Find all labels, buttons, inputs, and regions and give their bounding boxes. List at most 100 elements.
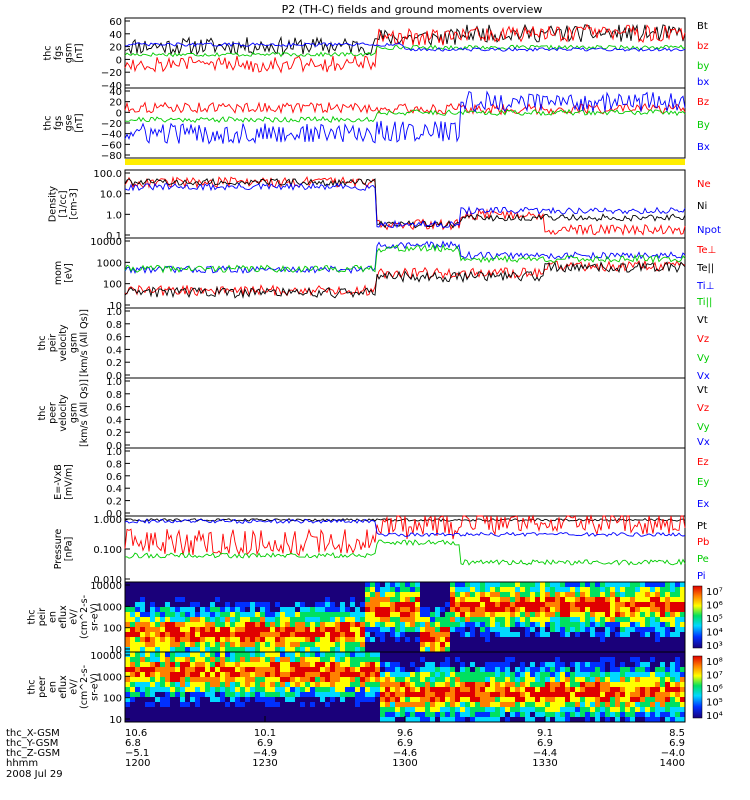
heatmap-cell xyxy=(225,592,231,598)
heatmap-cell xyxy=(345,647,351,653)
heatmap-cell xyxy=(280,627,286,633)
heatmap-cell xyxy=(140,697,146,703)
heatmap-cell xyxy=(415,617,421,623)
heatmap-cell xyxy=(150,627,156,633)
heatmap-cell xyxy=(310,602,316,608)
heatmap-cell xyxy=(385,692,391,698)
heatmap-cell xyxy=(365,617,371,623)
heatmap-cell xyxy=(395,667,401,673)
y-tick-label: 1.0 xyxy=(106,447,122,458)
heatmap-cell xyxy=(135,627,141,633)
heatmap-cell xyxy=(305,637,311,643)
heatmap-cell xyxy=(290,587,296,593)
heatmap-cell xyxy=(210,687,216,693)
heatmap-cell xyxy=(635,692,641,698)
heatmap-cell xyxy=(625,662,631,668)
heatmap-cell xyxy=(425,717,431,723)
heatmap-cell xyxy=(275,687,281,693)
heatmap-cell xyxy=(180,697,186,703)
heatmap-cell xyxy=(245,717,251,723)
heatmap-cell xyxy=(350,612,356,618)
heatmap-cell xyxy=(670,612,676,618)
heatmap-cell xyxy=(460,582,466,588)
heatmap-cell xyxy=(200,677,206,683)
heatmap-cell xyxy=(660,632,666,638)
heatmap-cell xyxy=(450,702,456,708)
heatmap-cell xyxy=(270,682,276,688)
heatmap-cell xyxy=(620,617,626,623)
heatmap-cell xyxy=(420,687,426,693)
heatmap-cell xyxy=(345,592,351,598)
heatmap-cell xyxy=(645,647,651,653)
heatmap-cell xyxy=(300,647,306,653)
heatmap-cell xyxy=(325,622,331,628)
heatmap-cell xyxy=(350,672,356,678)
heatmap-cell xyxy=(240,597,246,603)
heatmap-cell xyxy=(310,657,316,663)
heatmap-cell xyxy=(420,717,426,723)
y-axis-label: peer xyxy=(48,402,59,424)
heatmap-cell xyxy=(200,627,206,633)
heatmap-cell xyxy=(295,662,301,668)
heatmap-cell xyxy=(130,642,136,648)
heatmap-cell xyxy=(360,647,366,653)
heatmap-cell xyxy=(430,612,436,618)
heatmap-cell xyxy=(255,592,261,598)
heatmap-cell xyxy=(470,692,476,698)
heatmap-cell xyxy=(125,647,131,653)
heatmap-cell xyxy=(370,707,376,713)
heatmap-cell xyxy=(450,617,456,623)
heatmap-cell xyxy=(200,617,206,623)
heatmap-cell xyxy=(665,682,671,688)
y-tick-label: 10000 xyxy=(90,581,122,592)
heatmap-cell xyxy=(360,692,366,698)
heatmap-cell xyxy=(565,692,571,698)
heatmap-cell xyxy=(615,687,621,693)
heatmap-cell xyxy=(400,657,406,663)
heatmap-cell xyxy=(470,702,476,708)
heatmap-cell xyxy=(235,662,241,668)
heatmap-cell xyxy=(440,702,446,708)
heatmap-cell xyxy=(245,647,251,653)
heatmap-cell xyxy=(130,667,136,673)
heatmap-cell xyxy=(460,662,466,668)
heatmap-cell xyxy=(250,682,256,688)
heatmap-cell xyxy=(305,712,311,718)
heatmap-cell xyxy=(360,592,366,598)
heatmap-cell xyxy=(540,707,546,713)
heatmap-cell xyxy=(140,622,146,628)
heatmap-cell xyxy=(585,697,591,703)
heatmap-cell xyxy=(300,617,306,623)
heatmap-cell xyxy=(655,597,661,603)
heatmap-cell xyxy=(435,712,441,718)
heatmap-cell xyxy=(570,647,576,653)
heatmap-cell xyxy=(180,692,186,698)
heatmap-cell xyxy=(210,707,216,713)
heatmap-cell xyxy=(665,647,671,653)
heatmap-cell xyxy=(390,587,396,593)
heatmap-cell xyxy=(415,587,421,593)
heatmap-cell xyxy=(440,627,446,633)
heatmap-cell xyxy=(575,712,581,718)
heatmap-cell xyxy=(650,667,656,673)
heatmap-cell xyxy=(240,622,246,628)
heatmap-cell xyxy=(460,627,466,633)
heatmap-cell xyxy=(170,587,176,593)
heatmap-cell xyxy=(565,637,571,643)
heatmap-cell xyxy=(560,662,566,668)
heatmap-cell xyxy=(200,637,206,643)
heatmap-cell xyxy=(485,582,491,588)
heatmap-cell xyxy=(245,592,251,598)
heatmap-cell xyxy=(150,717,156,723)
heatmap-cell xyxy=(455,682,461,688)
heatmap-cell xyxy=(180,607,186,613)
heatmap-cell xyxy=(130,622,136,628)
heatmap-cell xyxy=(410,607,416,613)
heatmap-cell xyxy=(400,717,406,723)
heatmap-cell xyxy=(265,687,271,693)
heatmap-cell xyxy=(630,672,636,678)
heatmap-cell xyxy=(315,592,321,598)
heatmap-cell xyxy=(620,697,626,703)
heatmap-cell xyxy=(510,652,516,658)
heatmap-cell xyxy=(645,617,651,623)
